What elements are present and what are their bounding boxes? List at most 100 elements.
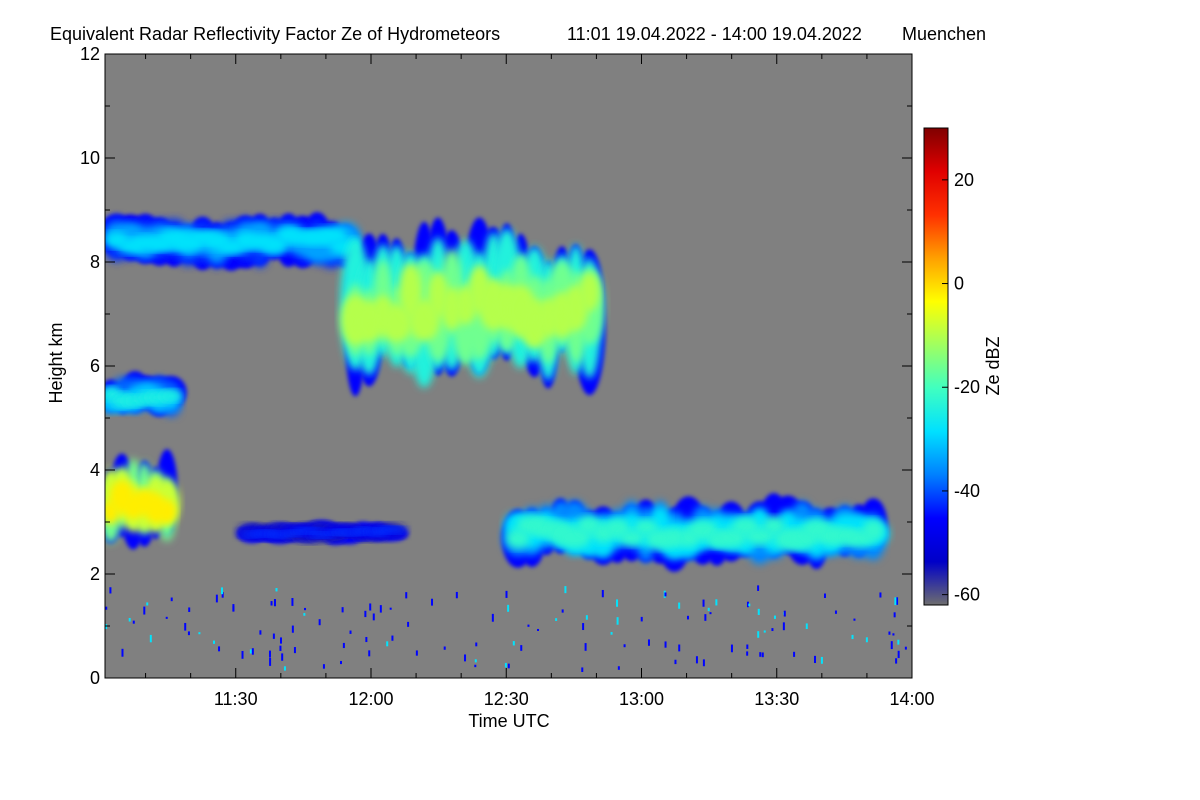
clutter-speck: [585, 615, 588, 620]
clutter-speck: [270, 601, 273, 606]
clutter-speck: [897, 639, 900, 645]
x-tick-label: 13:00: [619, 689, 664, 709]
chart-title: Equivalent Radar Reflectivity Factor Ze …: [50, 24, 500, 44]
clutter-speck: [748, 603, 751, 607]
clutter-speck: [279, 637, 282, 644]
clutter-speck: [610, 632, 613, 635]
clutter-speck: [365, 636, 368, 643]
clutter-speck: [431, 598, 434, 606]
clutter-speck: [584, 643, 587, 651]
clutter-speck: [143, 606, 146, 615]
clutter-speck: [322, 664, 325, 669]
clutter-speck: [512, 641, 515, 646]
clutter-speck: [241, 650, 244, 659]
clutter-speck: [443, 646, 446, 650]
clutter-speck: [221, 592, 224, 598]
clutter-speck: [520, 645, 523, 651]
echo-region-strato-layer: [501, 493, 890, 572]
clutter-speck: [339, 660, 342, 665]
clutter-speck: [109, 587, 112, 594]
clutter-speck: [165, 616, 168, 619]
y-tick-label: 12: [80, 44, 100, 64]
clutter-speck: [105, 624, 108, 630]
y-axis-label: Height km: [46, 322, 66, 403]
clutter-speck: [187, 631, 190, 636]
clutter-speck: [391, 635, 394, 641]
clutter-speck: [184, 622, 187, 631]
chart-time-range: 11:01 19.04.2022 - 14:00 19.04.2022: [567, 24, 862, 44]
clutter-speck: [507, 663, 510, 669]
clutter-speck: [709, 612, 712, 615]
clutter-speck: [823, 593, 826, 598]
echo-region-layer-5km: [105, 371, 187, 417]
clutter-speck: [879, 592, 882, 598]
clutter-speck: [851, 634, 854, 640]
clutter-speck: [293, 647, 296, 654]
clutter-speck: [702, 659, 705, 667]
clutter-speck: [291, 598, 294, 606]
clutter-speck: [834, 610, 837, 614]
x-tick-label: 13:30: [754, 689, 799, 709]
colorbar-ticks: 20 0 -20 -40 -60: [942, 170, 980, 605]
clutter-speck: [805, 623, 808, 629]
clutter-speck: [474, 664, 477, 668]
echo-region-low-cloud: [105, 449, 181, 550]
colorbar-tick-label: -60: [954, 585, 980, 605]
clutter-speck: [170, 597, 173, 602]
clutter-speck: [341, 607, 344, 613]
clutter-speck: [715, 599, 718, 606]
y-tick-label: 4: [90, 460, 100, 480]
clutter-speck: [647, 639, 650, 646]
clutter-speck: [491, 613, 494, 622]
clutter-speck: [455, 591, 458, 599]
clutter-speck: [793, 651, 796, 657]
echo-region-thin-layer: [236, 520, 408, 545]
clutter-speck: [865, 637, 868, 643]
clutter-speck: [664, 592, 667, 597]
clutter-speck: [616, 599, 619, 607]
x-tick-label: 12:00: [348, 689, 393, 709]
clutter-speck: [268, 650, 271, 658]
clutter-speck: [757, 585, 760, 591]
clutter-speck: [894, 597, 897, 606]
clutter-speck: [318, 619, 321, 626]
echo-cell: [159, 390, 183, 402]
echo-region-cirrus: [105, 212, 362, 271]
clutter-speck: [349, 630, 352, 634]
clutter-speck: [704, 614, 707, 621]
x-tick-label: 14:00: [889, 689, 934, 709]
echo-cell: [157, 500, 177, 524]
chart-location: Muenchen: [902, 24, 986, 44]
clutter-speck: [149, 634, 152, 643]
clutter-speck: [221, 587, 224, 595]
colorbar-tick-label: -20: [954, 377, 980, 397]
clutter-speck: [757, 631, 760, 638]
clutter-speck: [686, 615, 689, 620]
clutter-speck: [198, 632, 201, 635]
clutter-speck: [304, 607, 307, 611]
clutter-speck: [555, 618, 558, 621]
clutter-speck: [232, 604, 235, 612]
clutter-speck: [389, 607, 392, 610]
clutter-speck: [623, 644, 626, 648]
clutter-speck: [897, 650, 900, 659]
clutter-speck: [215, 594, 218, 603]
echo-cell: [579, 272, 600, 312]
clutter-speck: [601, 589, 604, 598]
x-tick-label: 12:30: [484, 689, 529, 709]
clutter-speck: [640, 616, 643, 622]
clutter-speck: [707, 607, 710, 612]
y-tick-label: 8: [90, 252, 100, 272]
clutter-speck: [283, 666, 286, 671]
clutter-speck: [702, 599, 705, 607]
clutter-speck: [379, 605, 382, 613]
clutter-speck: [892, 633, 895, 636]
clutter-speck: [771, 628, 774, 632]
clutter-speck: [372, 613, 375, 621]
clutter-speck: [475, 642, 478, 647]
echo-cell: [292, 527, 323, 534]
echo-region-cirrus-main: [340, 217, 606, 397]
clutter-speck: [616, 617, 619, 625]
echo-cell: [506, 528, 530, 549]
clutter-speck: [303, 613, 306, 616]
